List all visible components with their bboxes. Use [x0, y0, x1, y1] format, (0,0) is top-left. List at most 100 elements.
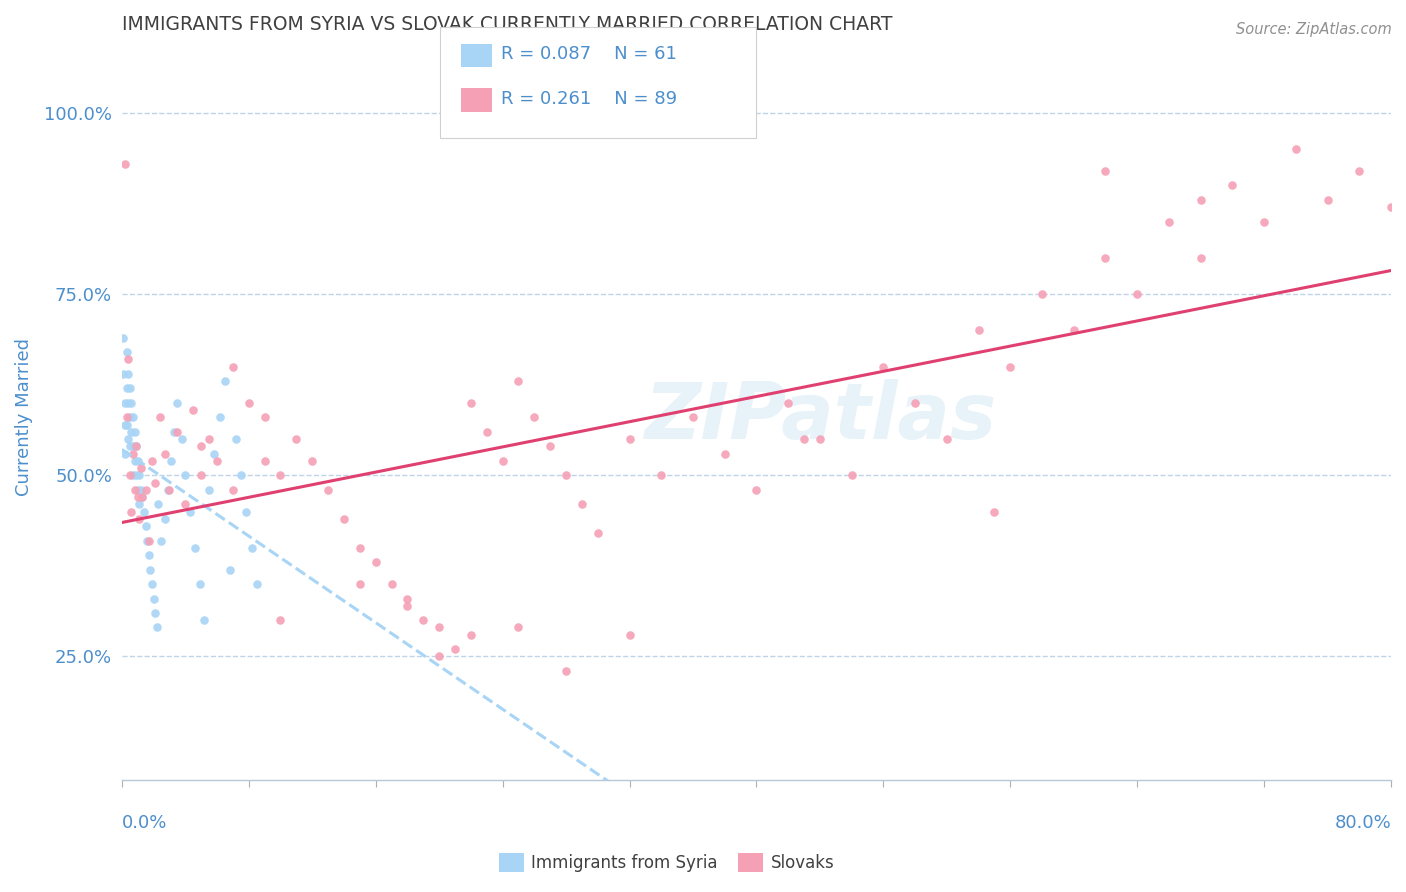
Point [142, 591, 165, 606]
Point [120, 396, 142, 410]
Point [122, 468, 145, 483]
Point [222, 359, 245, 374]
Point [174, 497, 197, 511]
Point [128, 512, 150, 526]
Point [125, 468, 148, 483]
Point [316, 483, 339, 497]
Point [127, 490, 149, 504]
Point [364, 555, 387, 569]
Point [238, 396, 260, 410]
Point [333, 512, 356, 526]
Point [841, 468, 863, 483]
Point [166, 425, 188, 439]
Point [1189, 193, 1212, 207]
Point [153, 512, 176, 526]
Point [1126, 287, 1149, 301]
Point [122, 410, 145, 425]
Text: 0.0%: 0.0% [122, 814, 167, 832]
Point [396, 591, 419, 606]
Point [115, 417, 138, 432]
Point [682, 410, 704, 425]
Point [181, 403, 204, 417]
Point [131, 490, 153, 504]
Text: Immigrants from Syria: Immigrants from Syria [531, 854, 718, 871]
Point [214, 374, 236, 388]
Point [202, 446, 225, 460]
Point [427, 620, 450, 634]
Point [619, 628, 641, 642]
Point [619, 432, 641, 446]
Point [253, 410, 276, 425]
Text: 80.0%: 80.0% [1334, 814, 1391, 832]
Point [253, 454, 276, 468]
Point [555, 468, 578, 483]
Point [523, 410, 546, 425]
Point [983, 504, 1005, 518]
Point [190, 468, 212, 483]
Point [269, 468, 291, 483]
Point [135, 519, 157, 533]
Point [138, 533, 160, 548]
Point [229, 468, 252, 483]
Point [491, 454, 513, 468]
Point [349, 541, 371, 555]
Point [143, 475, 166, 490]
Point [128, 468, 150, 483]
Point [1220, 178, 1243, 193]
Point [412, 613, 434, 627]
Point [143, 606, 166, 620]
Point [135, 483, 157, 497]
Point [131, 490, 153, 504]
Point [1094, 164, 1116, 178]
Point [209, 410, 232, 425]
Point [444, 642, 467, 657]
Text: IMMIGRANTS FROM SYRIA VS SLOVAK CURRENTLY MARRIED CORRELATION CHART: IMMIGRANTS FROM SYRIA VS SLOVAK CURRENTL… [122, 15, 893, 34]
Point [172, 432, 194, 446]
Point [117, 352, 139, 367]
Point [538, 439, 561, 453]
Point [198, 483, 221, 497]
Point [125, 439, 148, 453]
Point [745, 483, 768, 497]
Point [240, 541, 263, 555]
Point [396, 599, 419, 613]
Point [127, 483, 149, 497]
Point [129, 483, 152, 497]
Text: Slovaks: Slovaks [770, 854, 834, 871]
Point [904, 396, 927, 410]
Point [179, 504, 201, 518]
Point [1031, 287, 1053, 301]
Text: R = 0.087    N = 61: R = 0.087 N = 61 [501, 45, 676, 63]
Point [190, 439, 212, 453]
Point [349, 577, 371, 591]
Point [225, 432, 247, 446]
Point [1285, 142, 1308, 156]
Point [586, 526, 609, 541]
Point [198, 432, 221, 446]
Point [114, 446, 136, 460]
Text: Source: ZipAtlas.com: Source: ZipAtlas.com [1236, 22, 1392, 37]
Point [163, 425, 186, 439]
Point [1379, 200, 1402, 214]
Point [1189, 251, 1212, 265]
Point [205, 454, 228, 468]
Point [508, 620, 530, 634]
Point [124, 483, 146, 497]
Point [872, 359, 894, 374]
Point [120, 504, 142, 518]
Text: ZIPatlas: ZIPatlas [644, 379, 995, 455]
Point [380, 577, 402, 591]
Point [129, 461, 152, 475]
Point [1063, 323, 1085, 337]
Point [132, 504, 155, 518]
Point [124, 425, 146, 439]
Point [1316, 193, 1339, 207]
Point [713, 446, 735, 460]
Point [1348, 164, 1371, 178]
Point [127, 454, 149, 468]
Point [460, 628, 482, 642]
Point [235, 504, 257, 518]
Point [115, 381, 138, 395]
Point [967, 323, 990, 337]
Point [650, 468, 672, 483]
